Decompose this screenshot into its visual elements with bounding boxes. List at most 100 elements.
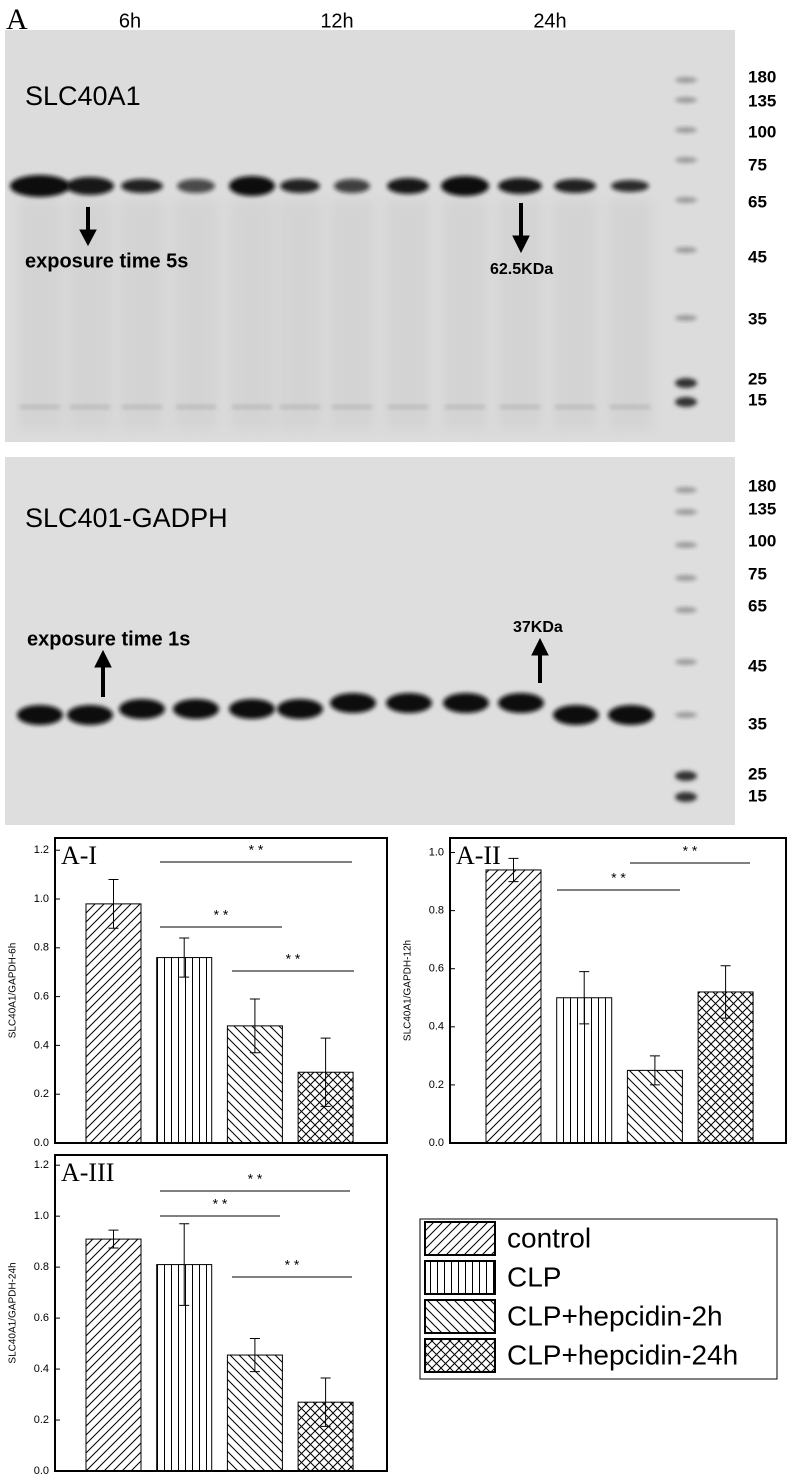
y-tick-label: 0.6 — [34, 991, 49, 1003]
exposure-note: exposure time 5s — [25, 250, 188, 272]
arrow-head — [512, 235, 530, 254]
significance-mark: * * — [214, 907, 229, 923]
ladder-band — [675, 397, 697, 407]
significance-mark: * * — [285, 1257, 300, 1273]
lane-smear — [174, 200, 218, 430]
plot-frame — [54, 837, 388, 1144]
error-bar — [320, 1377, 331, 1427]
bar — [485, 869, 542, 1144]
significance-mark: * * — [213, 1196, 228, 1212]
band — [498, 693, 544, 713]
y-tick-label: 0.2 — [429, 1079, 444, 1091]
legend-swatch — [424, 1260, 496, 1295]
marker-label: 45 — [748, 656, 767, 675]
band — [119, 699, 165, 719]
ladder-band — [675, 509, 697, 515]
band — [277, 699, 323, 719]
arrows — [79, 203, 549, 697]
arrow-head — [79, 229, 97, 247]
charts: 0.0 0.2 0.4 0.6 0.8 1.0 1.2 A-I SLC40A1/GAPDH-6h… — [8, 837, 787, 1477]
faint-band — [332, 405, 372, 409]
error-bar — [649, 1055, 660, 1086]
y-axis-label: SLC40A1/GAPDH-24h — [8, 1262, 19, 1363]
marker-label: 75 — [748, 564, 767, 583]
y-tick-label: 0.8 — [34, 942, 49, 954]
marker-label: 35 — [748, 714, 767, 733]
faint-band — [122, 405, 162, 409]
bar-chart: 0.0 0.2 0.4 0.6 0.8 1.0 1.2 A-I SLC40A1/GAPDH-6h… — [8, 837, 388, 1149]
ladder-band — [675, 487, 697, 493]
legend-label: control — [507, 1222, 591, 1253]
faint-band — [555, 405, 595, 409]
ladder-band — [675, 607, 697, 613]
ladder-band — [675, 575, 697, 581]
bar-chart: 0.0 0.2 0.4 0.6 0.8 1.0 1.2 A-III SLC40A1/GAPDH-… — [8, 1154, 388, 1477]
size-note: 62.5KDa — [490, 261, 553, 278]
y-tick-label: 0.4 — [34, 1363, 49, 1375]
band — [498, 178, 542, 194]
band — [229, 176, 275, 196]
y-axis-label: SLC40A1/GAPDH-6h — [8, 943, 19, 1039]
marker-label: 100 — [748, 531, 776, 550]
ladder-band — [675, 127, 697, 133]
lane-smear — [330, 200, 374, 430]
significance-mark: * * — [683, 843, 698, 859]
error-bar — [179, 937, 190, 978]
legend-label: CLP+hepcidin-24h — [507, 1339, 738, 1370]
lane-smear — [18, 200, 62, 430]
panel-title: A-I — [61, 841, 97, 870]
legend-label: CLP — [507, 1261, 561, 1292]
marker-label: 15 — [748, 390, 767, 409]
ladder-band — [675, 659, 697, 665]
band — [387, 178, 429, 194]
band — [10, 175, 70, 197]
ladder-band — [675, 315, 697, 321]
time-group: 24h — [533, 10, 566, 32]
y-tick-label: 0.0 — [429, 1137, 444, 1149]
size-note: 37KDa — [513, 619, 563, 636]
ladder-band — [675, 712, 697, 718]
ladder-band — [675, 771, 697, 781]
faint-band — [500, 405, 540, 409]
significance-mark: * * — [248, 1171, 263, 1187]
band — [121, 179, 163, 193]
exposure-note: exposure time 1s — [27, 628, 190, 650]
band — [330, 693, 376, 713]
error-bar — [320, 1037, 331, 1107]
error-bar — [508, 857, 519, 883]
legend-swatch — [424, 1299, 496, 1334]
y-tick-label: 0.4 — [429, 1021, 444, 1033]
lane-smear — [386, 200, 430, 430]
y-tick-label: 1.0 — [429, 846, 444, 858]
band — [611, 180, 649, 192]
lane-smear — [230, 200, 274, 430]
band — [441, 176, 489, 196]
blot-title: SLC401-GADPH — [25, 503, 228, 533]
legend-label: CLP+hepcidin-2h — [507, 1300, 723, 1331]
significance-mark: * * — [286, 951, 301, 967]
band — [553, 705, 599, 725]
ladder-band — [675, 792, 697, 802]
bar — [226, 1354, 283, 1472]
plot-frame — [449, 837, 787, 1144]
blot-art — [10, 77, 697, 802]
error-bar — [108, 878, 119, 929]
marker-label: 180 — [748, 476, 776, 495]
y-tick-label: 1.0 — [34, 1210, 49, 1222]
lane-smear — [443, 200, 487, 430]
faint-band — [20, 405, 60, 409]
lane-smear — [608, 200, 652, 430]
panel-title: A-II — [456, 841, 501, 870]
y-axis-label: SLC40A1/GAPDH-12h — [403, 940, 414, 1041]
band — [443, 693, 489, 713]
faint-band — [176, 405, 216, 409]
y-tick-label: 0.0 — [34, 1465, 49, 1477]
lane-smear — [120, 200, 164, 430]
arrow-head — [531, 637, 549, 656]
marker-label: 65 — [748, 192, 767, 211]
marker-label: 100 — [748, 122, 776, 141]
bar-chart: 0.0 0.2 0.4 0.6 0.8 1.0 A-II SLC40A1/GAPDH-12h *… — [403, 837, 787, 1149]
marker-label: 25 — [748, 764, 767, 783]
y-tick-label: 0.6 — [34, 1312, 49, 1324]
